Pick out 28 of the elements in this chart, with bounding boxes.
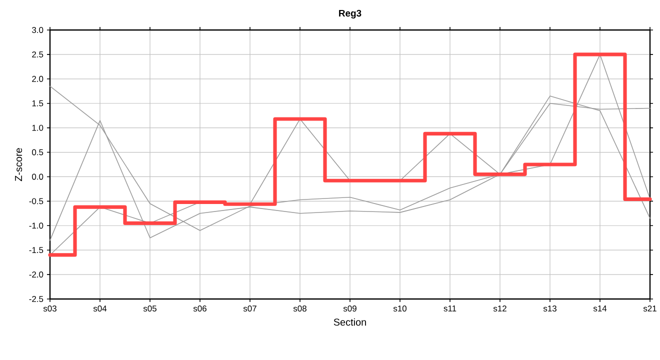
x-tick-label: s08: [293, 306, 306, 312]
chart-title: Reg3: [339, 10, 362, 18]
y-tick-label: -0.5: [29, 198, 44, 204]
x-tick-label: s21: [643, 306, 656, 312]
y-tick-label: 2.0: [32, 76, 44, 82]
x-axis-title: Section: [334, 318, 366, 326]
y-tick-label: 0.0: [32, 174, 44, 180]
y-tick-label: 3.0: [32, 27, 44, 33]
x-tick-label: s03: [43, 306, 56, 312]
x-tick-label: s12: [493, 306, 506, 312]
x-tick-label: s09: [343, 306, 356, 312]
y-tick-label: -2.0: [29, 272, 44, 278]
y-tick-label: 2.5: [32, 51, 44, 58]
x-tick-label: s06: [193, 306, 206, 312]
y-tick-label: 0.5: [32, 149, 44, 156]
y-tick-label: -1.5: [29, 247, 44, 254]
y-tick-label: -2.5: [29, 296, 44, 302]
y-tick-label: -1.0: [29, 222, 44, 229]
x-tick-label: s07: [243, 306, 256, 312]
y-tick-label: 1.5: [32, 100, 44, 106]
x-tick-label: s04: [93, 306, 107, 312]
x-tick-label: s13: [543, 306, 556, 312]
x-tick-label: s14: [593, 306, 607, 312]
y-tick-label: 1.0: [32, 124, 44, 131]
x-tick-label: s11: [444, 306, 456, 312]
y-axis-title: Z-score: [15, 148, 22, 182]
x-tick-label: s05: [143, 306, 156, 312]
x-tick-label: s10: [393, 306, 406, 312]
